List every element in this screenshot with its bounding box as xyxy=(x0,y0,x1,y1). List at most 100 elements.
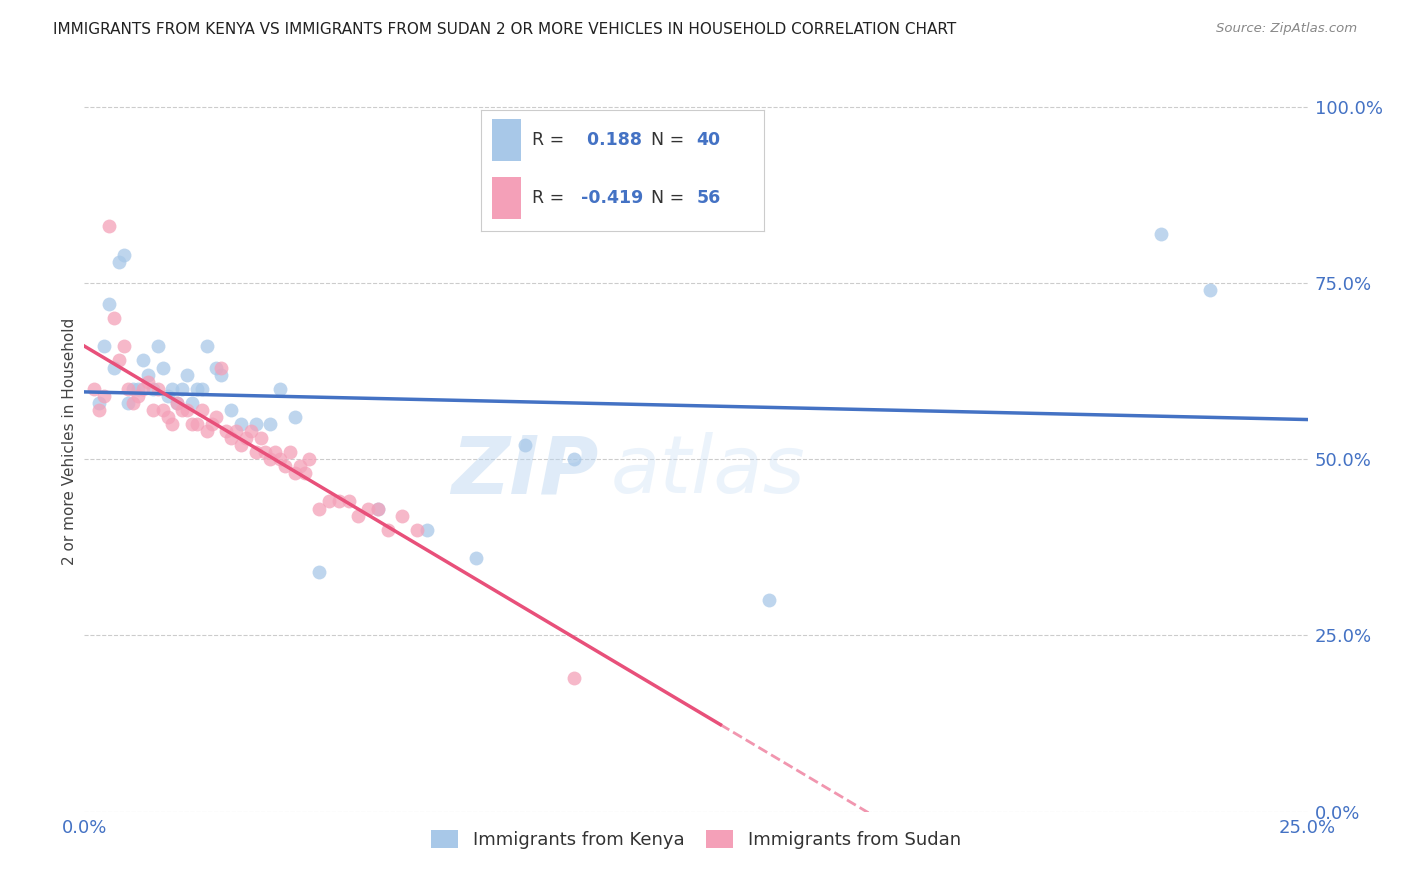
Point xyxy=(132,353,155,368)
Point xyxy=(205,360,228,375)
Point xyxy=(176,402,198,417)
Text: 40: 40 xyxy=(696,131,720,149)
Point xyxy=(249,431,271,445)
Y-axis label: 2 or more Vehicles in Household: 2 or more Vehicles in Household xyxy=(62,318,76,566)
Point xyxy=(166,396,188,410)
Point xyxy=(259,452,281,467)
Point xyxy=(391,508,413,523)
Text: ZIP: ZIP xyxy=(451,432,598,510)
Bar xyxy=(492,119,520,161)
Point xyxy=(259,417,281,431)
Point xyxy=(142,382,165,396)
Point xyxy=(235,431,257,445)
Point xyxy=(103,360,125,375)
Point xyxy=(562,452,585,467)
Point xyxy=(162,417,184,431)
Point xyxy=(209,360,232,375)
Point xyxy=(112,248,135,262)
Point xyxy=(357,501,380,516)
Point xyxy=(318,494,340,508)
Point xyxy=(225,424,247,438)
Point xyxy=(209,368,232,382)
Point xyxy=(136,368,159,382)
Point xyxy=(562,671,585,685)
Point xyxy=(278,445,301,459)
Point xyxy=(97,297,120,311)
Point xyxy=(200,417,222,431)
Point xyxy=(298,452,321,467)
Text: R =: R = xyxy=(531,131,569,149)
Point xyxy=(284,467,307,481)
Point xyxy=(464,550,486,565)
Point xyxy=(186,417,208,431)
Point xyxy=(416,523,439,537)
Text: Source: ZipAtlas.com: Source: ZipAtlas.com xyxy=(1216,22,1357,36)
Point xyxy=(172,382,194,396)
Point xyxy=(87,396,110,410)
Point xyxy=(367,501,389,516)
Point xyxy=(191,382,214,396)
Bar xyxy=(492,177,520,219)
Point xyxy=(264,445,287,459)
Point xyxy=(294,467,316,481)
Point xyxy=(308,501,330,516)
Point xyxy=(229,438,252,452)
Text: -0.419: -0.419 xyxy=(582,188,644,207)
Legend: Immigrants from Kenya, Immigrants from Sudan: Immigrants from Kenya, Immigrants from S… xyxy=(422,822,970,858)
Text: N =: N = xyxy=(651,188,689,207)
Point xyxy=(166,396,188,410)
Point xyxy=(83,382,105,396)
Point xyxy=(156,389,179,403)
Point xyxy=(195,339,218,353)
Text: 0.188: 0.188 xyxy=(582,131,643,149)
Point xyxy=(195,424,218,438)
Point xyxy=(367,501,389,516)
Point xyxy=(758,593,780,607)
Point xyxy=(205,409,228,424)
Point xyxy=(245,417,267,431)
Text: 56: 56 xyxy=(696,188,720,207)
Point xyxy=(186,382,208,396)
Point xyxy=(274,459,297,474)
Point xyxy=(308,565,330,579)
Point xyxy=(181,396,204,410)
Point xyxy=(142,402,165,417)
Point xyxy=(215,424,238,438)
Point xyxy=(117,382,139,396)
Point xyxy=(1198,283,1220,297)
Point xyxy=(87,402,110,417)
Point xyxy=(172,402,194,417)
Point xyxy=(191,402,214,417)
Point xyxy=(107,254,129,268)
Point xyxy=(152,402,174,417)
Text: IMMIGRANTS FROM KENYA VS IMMIGRANTS FROM SUDAN 2 OR MORE VEHICLES IN HOUSEHOLD C: IMMIGRANTS FROM KENYA VS IMMIGRANTS FROM… xyxy=(53,22,956,37)
Point xyxy=(107,353,129,368)
Point xyxy=(229,417,252,431)
Point xyxy=(288,459,311,474)
Point xyxy=(377,523,399,537)
Point xyxy=(103,311,125,326)
Point xyxy=(1150,227,1173,241)
Point xyxy=(97,219,120,234)
Point xyxy=(93,339,115,353)
Point xyxy=(219,402,242,417)
Point xyxy=(127,382,149,396)
Point xyxy=(181,417,204,431)
Point xyxy=(122,396,145,410)
Text: R =: R = xyxy=(531,188,569,207)
Point xyxy=(162,382,184,396)
Point xyxy=(127,389,149,403)
Point xyxy=(284,409,307,424)
Point xyxy=(136,375,159,389)
Point xyxy=(117,396,139,410)
Point xyxy=(239,424,262,438)
Text: atlas: atlas xyxy=(610,432,806,510)
Point xyxy=(132,382,155,396)
Point xyxy=(347,508,370,523)
Point xyxy=(146,382,169,396)
Point xyxy=(245,445,267,459)
Point xyxy=(156,409,179,424)
Point xyxy=(93,389,115,403)
Point xyxy=(406,523,429,537)
Point xyxy=(254,445,277,459)
